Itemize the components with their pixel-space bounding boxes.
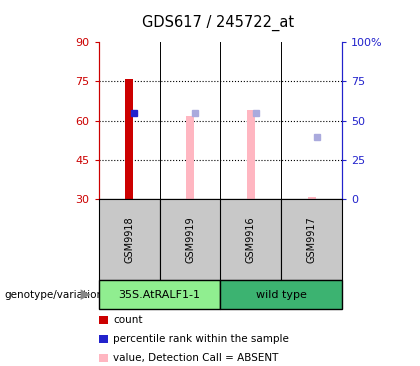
Text: 35S.AtRALF1-1: 35S.AtRALF1-1 [118, 290, 201, 300]
Text: GSM9919: GSM9919 [185, 216, 195, 263]
Text: count: count [113, 315, 143, 325]
Bar [308, 197, 315, 199]
Text: GDS617 / 245722_at: GDS617 / 245722_at [142, 15, 294, 31]
Text: GSM9916: GSM9916 [246, 216, 256, 263]
Text: value, Detection Call = ABSENT: value, Detection Call = ABSENT [113, 353, 279, 363]
Text: percentile rank within the sample: percentile rank within the sample [113, 334, 289, 344]
Text: genotype/variation: genotype/variation [4, 290, 103, 300]
Text: GSM9917: GSM9917 [307, 216, 317, 263]
Bar [126, 79, 133, 199]
Bar [186, 116, 194, 199]
Text: GSM9918: GSM9918 [124, 216, 134, 263]
Bar [247, 110, 255, 199]
Text: wild type: wild type [256, 290, 307, 300]
